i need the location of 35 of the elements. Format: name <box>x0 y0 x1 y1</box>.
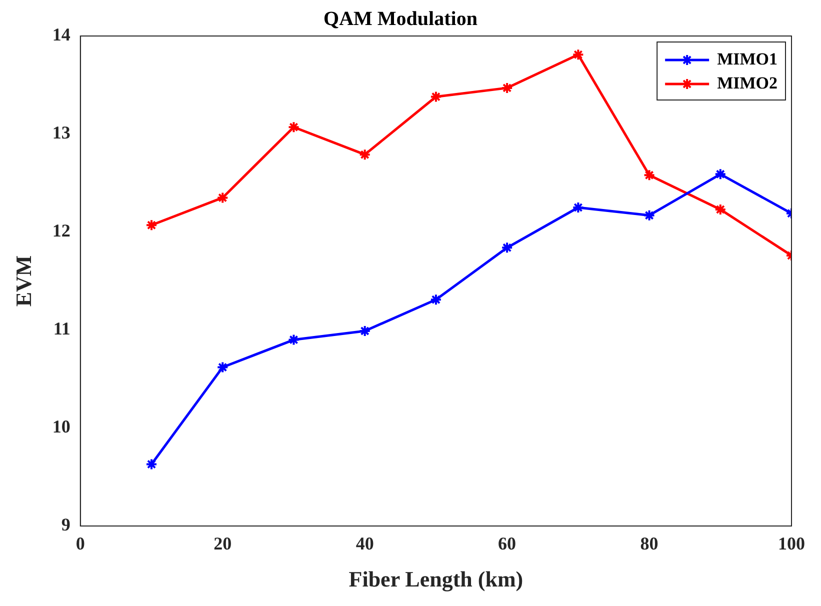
point <box>216 192 229 204</box>
y-tick-label: 14 <box>52 24 70 45</box>
point <box>501 82 514 94</box>
x-tick-label: 0 <box>76 533 85 554</box>
point <box>430 294 442 306</box>
legend-label: MIMO1 <box>717 49 778 68</box>
point <box>643 209 656 222</box>
point <box>643 169 656 182</box>
point <box>146 458 158 470</box>
point <box>572 202 584 214</box>
point <box>146 219 158 232</box>
y-tick-label: 10 <box>52 416 70 437</box>
y-tick-label: 12 <box>52 220 70 241</box>
x-axis-title: Fiber Length (km) <box>348 566 524 592</box>
point <box>358 148 371 161</box>
point <box>714 203 726 216</box>
point <box>572 48 584 61</box>
y-tick-label: 9 <box>61 514 70 535</box>
x-tick-label: 100 <box>778 533 805 554</box>
x-tick-label: 80 <box>640 533 658 554</box>
point <box>288 121 300 134</box>
x-tick-label: 20 <box>214 533 232 554</box>
legend-label: MIMO2 <box>717 73 778 92</box>
y-tick-label: 11 <box>53 318 70 339</box>
point <box>288 334 300 346</box>
x-tick-label: 40 <box>356 533 374 554</box>
point <box>358 324 371 337</box>
y-tick-label: 13 <box>52 122 70 143</box>
point <box>430 90 442 103</box>
y-axis-title: EVM <box>10 255 36 307</box>
point <box>501 242 514 254</box>
chart-title: QAM Modulation <box>324 8 478 30</box>
point <box>216 361 229 374</box>
x-tick-label: 60 <box>498 533 516 554</box>
point <box>714 168 726 180</box>
